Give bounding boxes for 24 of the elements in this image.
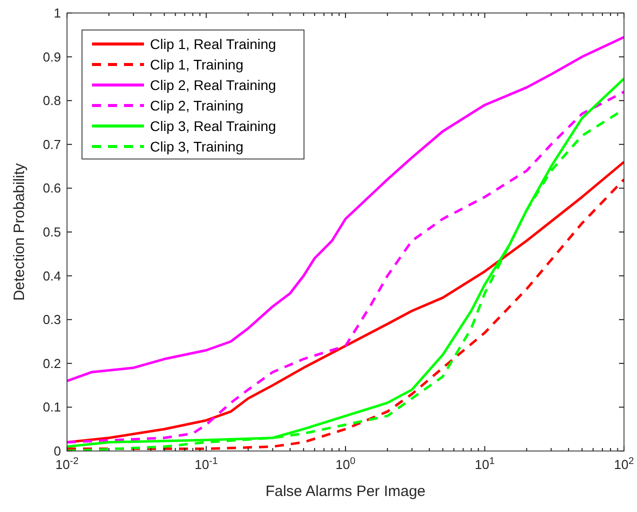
- y-axis-title: Detection Probability: [11, 162, 28, 301]
- y-tick-label: 0.2: [42, 356, 61, 371]
- legend-label: Clip 2, Real Training: [150, 77, 276, 93]
- x-tick-label: 10$^{1}$: [474, 456, 495, 472]
- y-tick-label: 0.1: [42, 400, 61, 415]
- y-tick-label: 0.4: [42, 268, 61, 284]
- y-tick-label: 0.3: [42, 312, 61, 328]
- x-tick-label: 10$^{2}$: [614, 456, 634, 472]
- y-tick-label: 0.8: [42, 93, 61, 108]
- legend-label: Clip 3, Training: [150, 138, 244, 154]
- legend-label: Clip 1, Real Training: [150, 36, 276, 52]
- y-tick-label: 0.6: [42, 180, 61, 196]
- y-tick-label: 0.9: [42, 49, 61, 64]
- legend-label: Clip 3, Real Training: [150, 118, 276, 134]
- x-tick-label: 10$^{-2}$: [55, 456, 79, 472]
- x-axis-title: False Alarms Per Image: [265, 483, 426, 500]
- x-tick-label: 10$^{0}$: [336, 456, 356, 472]
- legend-label: Clip 2, Training: [150, 98, 244, 114]
- y-tick-label: 0: [54, 444, 61, 458]
- legend-label: Clip 1, Training: [150, 56, 244, 72]
- x-tick-label: 10$^{-1}$: [194, 456, 218, 472]
- y-tick-label: 1: [54, 6, 61, 20]
- y-tick-label: 0.7: [42, 136, 61, 152]
- y-tick-label: 0.5: [42, 224, 61, 240]
